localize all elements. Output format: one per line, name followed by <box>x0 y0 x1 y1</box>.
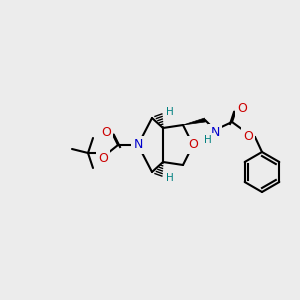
Text: O: O <box>237 103 247 116</box>
Text: O: O <box>188 139 198 152</box>
Text: O: O <box>243 130 253 142</box>
Text: H: H <box>166 173 174 183</box>
Text: N: N <box>133 139 143 152</box>
Text: O: O <box>101 127 111 140</box>
Text: H: H <box>166 107 174 117</box>
Text: O: O <box>98 152 108 166</box>
Polygon shape <box>183 118 206 125</box>
Text: N: N <box>210 127 220 140</box>
Text: H: H <box>204 135 212 145</box>
